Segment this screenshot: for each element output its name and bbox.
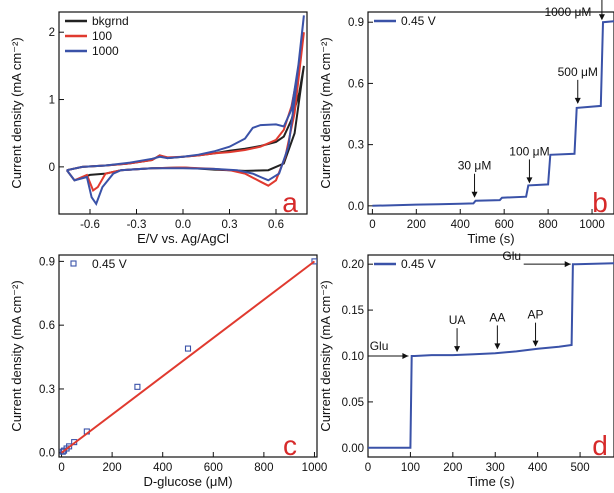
- x-tick-label: 400: [451, 219, 470, 231]
- y-tick-label: 0.9: [39, 256, 55, 268]
- panel-a-cyclic-voltammogram: -0.6 -0.3 0.0 0.3 0.6 0 1 2 E/V vs. Ag/AgCl Curre…: [9, 11, 308, 246]
- data-point: [184, 345, 192, 352]
- annotation-label: AA: [489, 310, 505, 324]
- legend-marker: [70, 260, 77, 267]
- panel-letter: c: [283, 430, 297, 461]
- x-tick-label: 200: [407, 219, 426, 231]
- panel-letter: b: [592, 187, 608, 218]
- x-tick-label: 800: [539, 219, 558, 231]
- x-tick-label: 300: [486, 462, 505, 474]
- x-tick-label: 600: [204, 462, 223, 474]
- series-group: [66, 15, 305, 207]
- y-tick-label: 1: [49, 95, 55, 107]
- y-axis-label: Current density (mA cm⁻²): [318, 280, 333, 431]
- linear-fit-line: [60, 260, 316, 454]
- y-tick-label: 0.0: [348, 201, 364, 213]
- y-tick-label: 2: [49, 27, 55, 39]
- annotation-label: 100 μM: [509, 144, 549, 158]
- annotation-label: 500 μM: [558, 65, 598, 79]
- annotation-label: Glu: [370, 339, 389, 353]
- legend-entry: 100: [92, 29, 112, 43]
- data-point: [59, 448, 66, 455]
- panel-letter: d: [592, 430, 608, 461]
- y-tick-label: 0.20: [342, 259, 364, 271]
- x-axis-label: D-glucose (μM): [143, 474, 232, 489]
- y-tick-label: 0.05: [342, 397, 364, 409]
- y-axis-label: Current density (mA cm⁻²): [9, 280, 24, 431]
- y-axis-label: Current density (mA cm⁻²): [318, 37, 333, 188]
- y-axis-label: Current density (mA cm⁻²): [9, 37, 24, 188]
- annotation-arrowhead: [526, 177, 533, 184]
- series-group: [368, 262, 614, 449]
- panel-b-amperometric-response: 0 200 400 600 800 1000 0.0 0.3 0.6 0.9 Time (s) Cur…: [318, 0, 614, 246]
- legend-entry: 0.45 V: [401, 257, 436, 271]
- x-tick-label: 800: [254, 462, 273, 474]
- x-tick-label: 600: [495, 219, 514, 231]
- x-tick-label: 0.0: [175, 219, 191, 231]
- series-group: [59, 258, 317, 455]
- x-axis-label: E/V vs. Ag/AgCl: [137, 231, 229, 246]
- plot-frame: [367, 11, 614, 215]
- panel-d-interference-test: 0 100 200 300 400 500 0.00 0.05 0.10 0.15 0.20 Time…: [318, 249, 614, 489]
- series-group: [372, 20, 614, 207]
- x-tick-label: -0.6: [80, 219, 100, 231]
- y-tick-label: 0.00: [342, 443, 364, 455]
- annotation-arrowhead: [402, 353, 409, 359]
- annotation-arrowhead: [574, 97, 581, 104]
- annotation-label: 30 μM: [458, 159, 492, 173]
- y-tick-label: 0.0: [39, 448, 55, 460]
- x-tick-label: 500: [570, 462, 589, 474]
- y-tick-label: 0.10: [342, 351, 364, 363]
- legend-entry: 1000: [92, 44, 119, 58]
- annotation-label: Glu: [502, 249, 521, 263]
- annotation-arrowhead: [471, 191, 478, 198]
- y-tick-label: 0.15: [342, 305, 364, 317]
- x-tick-label: -0.3: [127, 219, 147, 231]
- x-tick-label: 0: [365, 462, 371, 474]
- y-tick-label: 0.6: [39, 320, 55, 332]
- plot-frame: [58, 254, 318, 458]
- panel-c-calibration-plot: 0 200 400 600 800 1000 0.0 0.3 0.6 0.9 D-glucose (…: [9, 254, 328, 489]
- series-line-1000: [66, 15, 305, 207]
- x-axis-label: Time (s): [467, 474, 514, 489]
- x-tick-label: 400: [153, 462, 172, 474]
- x-tick-label: 200: [443, 462, 462, 474]
- panel-letter: a: [282, 187, 298, 218]
- annotation-label: 1000 μM: [544, 5, 591, 19]
- series-line: [372, 20, 614, 207]
- x-tick-label: 1000: [579, 219, 605, 231]
- x-tick-label: 400: [528, 462, 547, 474]
- annotation-arrowhead: [454, 346, 461, 353]
- legend-entry: 0.45 V: [92, 257, 127, 271]
- legend-entry: bkgrnd: [92, 14, 129, 28]
- y-tick-label: 0.3: [348, 140, 364, 152]
- annotation-arrowhead: [564, 261, 571, 268]
- y-tick-label: 0: [49, 162, 55, 174]
- x-tick-label: 0.6: [268, 219, 284, 231]
- x-tick-label: 0.3: [222, 219, 238, 231]
- data-point: [311, 258, 317, 265]
- annotation-arrowhead: [494, 343, 501, 350]
- series-line-bkgrnd: [66, 65, 305, 182]
- x-tick-label: 1000: [302, 462, 328, 474]
- annotation-arrowhead: [532, 340, 539, 347]
- y-tick-label: 0.6: [348, 78, 364, 90]
- annotation-label: UA: [449, 313, 466, 327]
- y-tick-label: 0.3: [39, 384, 55, 396]
- x-tick-label: 0: [58, 462, 64, 474]
- x-tick-label: 0: [369, 219, 375, 231]
- y-tick-label: 0.9: [348, 17, 364, 29]
- annotation-arrowhead: [598, 14, 605, 21]
- legend-entry: 0.45 V: [401, 14, 436, 28]
- x-axis-label: Time (s): [467, 231, 514, 246]
- x-tick-label: 100: [401, 462, 420, 474]
- annotation-label: AP: [528, 308, 544, 322]
- data-point: [134, 383, 141, 390]
- series-line: [368, 262, 614, 449]
- x-tick-label: 200: [103, 462, 122, 474]
